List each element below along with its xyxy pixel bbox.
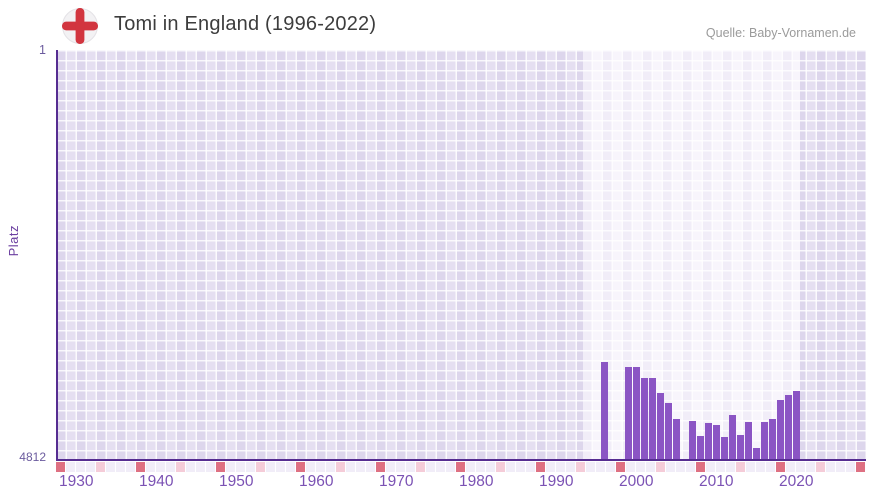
bar-2003 xyxy=(656,392,664,460)
bar-2018 xyxy=(776,399,784,460)
x-tick-1930: 1930 xyxy=(59,473,94,490)
bar-2009 xyxy=(704,422,712,460)
england-flag-icon xyxy=(62,8,98,44)
bar-2014 xyxy=(744,421,752,460)
x-tick-1970: 1970 xyxy=(379,473,414,490)
bar-2013 xyxy=(736,434,744,460)
x-tick-1980: 1980 xyxy=(459,473,494,490)
bar-2020 xyxy=(792,390,800,460)
bar-2010 xyxy=(712,424,720,460)
bar-2017 xyxy=(768,419,776,460)
data-range-highlight-band xyxy=(583,50,800,460)
x-tick-2010: 2010 xyxy=(699,473,734,490)
x-tick-1950: 1950 xyxy=(219,473,254,490)
bottom-decor-strip xyxy=(56,462,866,472)
x-tick-2020: 2020 xyxy=(779,473,814,490)
bar-2007 xyxy=(688,421,696,460)
bar-2001 xyxy=(640,378,648,460)
bar-2000 xyxy=(632,366,640,460)
bar-2019 xyxy=(784,395,792,460)
y-axis-line xyxy=(56,50,58,461)
page-title: Tomi in England (1996-2022) xyxy=(114,13,377,35)
bar-2015 xyxy=(752,447,760,460)
x-tick-1960: 1960 xyxy=(299,473,334,490)
bar-2005 xyxy=(672,418,680,460)
plot-area xyxy=(57,50,866,460)
x-tick-1940: 1940 xyxy=(139,473,174,490)
source-credit: Quelle: Baby-Vornamen.de xyxy=(705,26,856,40)
bar-2004 xyxy=(664,402,672,460)
x-tick-1990: 1990 xyxy=(539,473,574,490)
bar-2016 xyxy=(760,422,768,460)
bar-2002 xyxy=(648,378,656,460)
bar-1996 xyxy=(600,361,608,460)
bar-2011 xyxy=(720,436,728,460)
x-axis-line xyxy=(56,459,866,461)
x-tick-2000: 2000 xyxy=(619,473,654,490)
bar-2008 xyxy=(696,436,704,460)
y-axis-bottom-tick: 4812 xyxy=(19,450,46,464)
bar-1999 xyxy=(624,366,632,460)
y-axis-title: Platz xyxy=(6,225,21,257)
y-axis-top-tick: 1 xyxy=(39,43,46,57)
bar-2012 xyxy=(728,415,736,460)
